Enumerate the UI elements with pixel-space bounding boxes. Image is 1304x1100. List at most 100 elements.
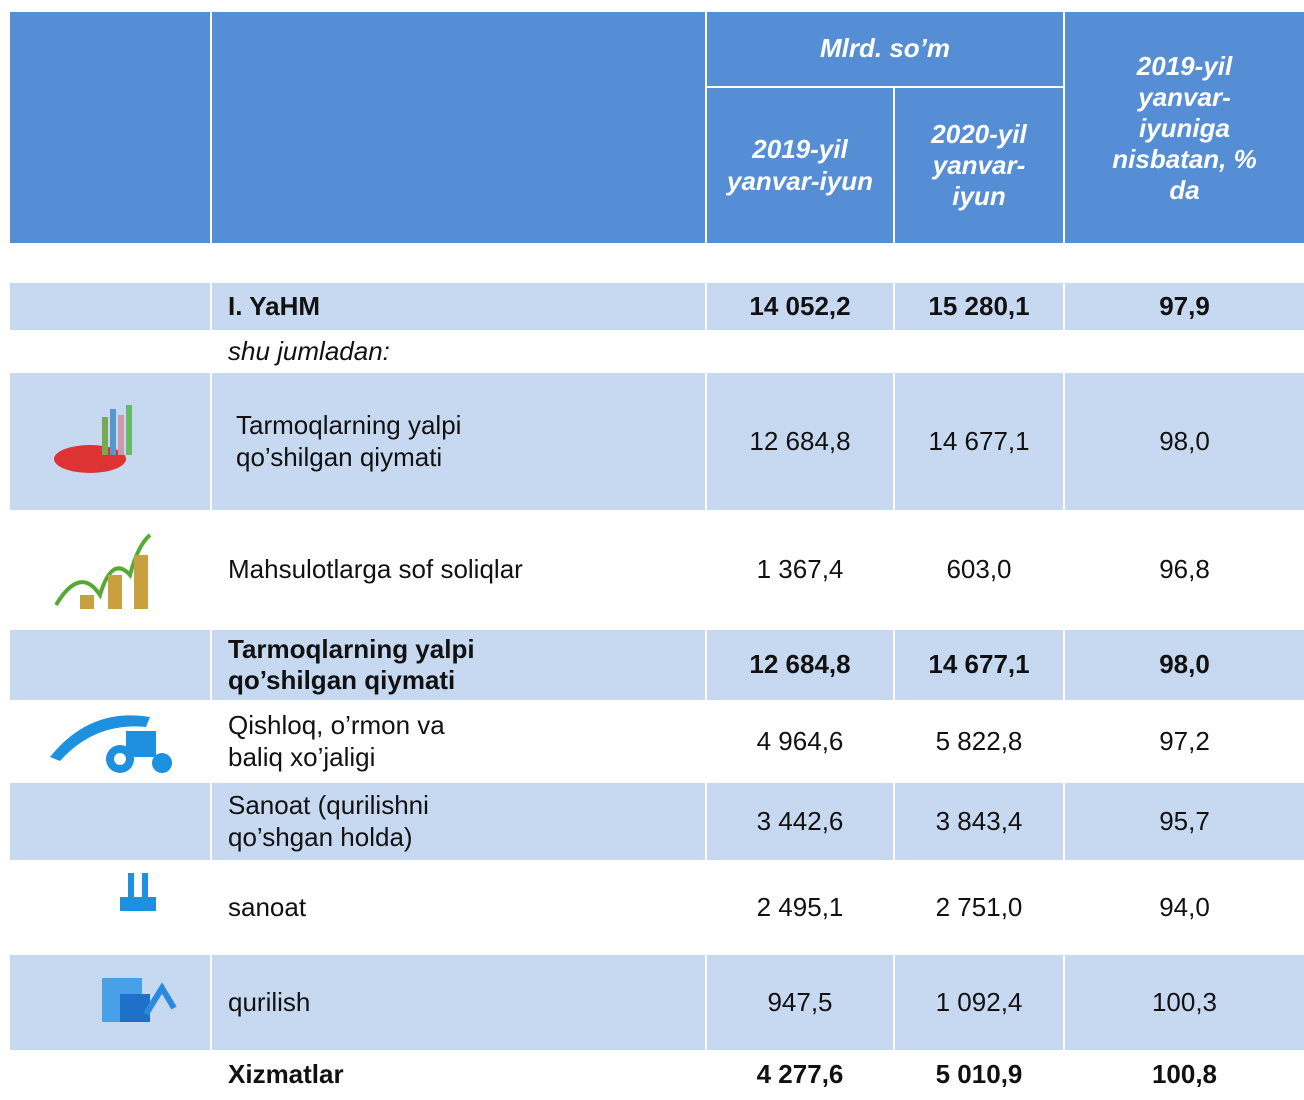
page: Mlrd. so’m 2019-yil yanvar-iyun 2020-yil…: [0, 0, 1304, 1088]
value-cell-text: 603,0: [946, 554, 1011, 585]
value-cell-text: 5 010,9: [936, 1059, 1023, 1090]
row-label-text: sanoat: [228, 892, 306, 923]
icon-cell: [10, 510, 210, 630]
row-label-text: I. YaHM: [228, 291, 320, 322]
icon-cell: [10, 860, 210, 955]
value-cell: 14 052,2: [707, 283, 893, 330]
value-cell-text: 14 677,1: [928, 649, 1029, 680]
value-cell: 3 843,4: [895, 783, 1063, 860]
icon: [50, 697, 180, 787]
value-cell: 5 010,9: [895, 1050, 1063, 1100]
value-cell: 96,8: [1065, 510, 1304, 630]
row-label: Tarmoqlarning yalpi qo’shilgan qiymati: [212, 373, 705, 510]
row-label-text: Tarmoqlarning yalpi qo’shilgan qiymati: [236, 410, 536, 472]
icon: [118, 415, 124, 455]
row-label: I. YaHM: [212, 283, 705, 330]
header-group: Mlrd. so’m: [707, 12, 1063, 86]
icon: [102, 417, 108, 455]
icon: [50, 958, 180, 1048]
value-cell-text: 96,8: [1159, 554, 1210, 585]
value-cell: 5 822,8: [895, 700, 1063, 783]
icon-cell: [10, 955, 210, 1050]
header-text: Mlrd. so’m: [820, 33, 950, 64]
value-cell: 12 684,8: [707, 373, 893, 510]
value-cell: 3 442,6: [707, 783, 893, 860]
icon: [50, 397, 180, 487]
value-cell-text: 14 677,1: [928, 426, 1029, 457]
header-col: 2019-yil yanvar-iyun: [707, 88, 893, 243]
value-cell-text: 98,0: [1159, 426, 1210, 457]
row-label: Sanoat (qurilishni qo’shgan holda): [212, 783, 705, 860]
row-label: shu jumladan:: [212, 330, 705, 373]
icon-cell: [10, 630, 210, 700]
value-cell: 947,5: [707, 955, 893, 1050]
icon: [146, 988, 174, 1014]
value-cell-text: 947,5: [767, 987, 832, 1018]
value-cell-text: 4 964,6: [757, 726, 844, 757]
value-cell: 15 280,1: [895, 283, 1063, 330]
value-cell: 95,7: [1065, 783, 1304, 860]
value-cell: 98,0: [1065, 630, 1304, 700]
icon: [50, 525, 180, 615]
value-cell: 4 964,6: [707, 700, 893, 783]
value-cell: 14 677,1: [895, 630, 1063, 700]
value-cell: 98,0: [1065, 373, 1304, 510]
value-cell-text: 3 843,4: [936, 806, 1023, 837]
value-cell-text: 12 684,8: [749, 649, 850, 680]
value-cell: 12 684,8: [707, 630, 893, 700]
value-cell: 1 367,4: [707, 510, 893, 630]
value-cell-text: 14 052,2: [749, 291, 850, 322]
value-cell-text: 100,8: [1152, 1059, 1217, 1090]
row-label-text: Sanoat (qurilishni qo’shgan holda): [228, 790, 488, 852]
row-label: Mahsulotlarga sof soliqlar: [212, 510, 705, 630]
value-cell: 94,0: [1065, 860, 1304, 955]
icon: [120, 897, 156, 911]
value-cell-text: 4 277,6: [757, 1059, 844, 1090]
icon-cell: [10, 783, 210, 860]
value-cell: 97,2: [1065, 700, 1304, 783]
icon: [80, 595, 94, 609]
row-label-text: Qishloq, o’rmon va baliq xo’jaligi: [228, 710, 488, 772]
value-cell: 603,0: [895, 510, 1063, 630]
row-label-text: Xizmatlar: [228, 1059, 344, 1090]
value-cell: 100,8: [1065, 1050, 1304, 1100]
header-col: 2020-yil yanvar-iyun: [895, 88, 1063, 243]
row-label-text: Tarmoqlarning yalpi qo’shilgan qiymati: [228, 634, 558, 696]
header-text: 2019-yil yanvar-iyuniga nisbatan, % da: [1095, 51, 1274, 207]
row-label-text: qurilish: [228, 987, 310, 1018]
icon-cell: [10, 700, 210, 783]
icon-cell: [10, 1050, 210, 1100]
value-cell: [707, 330, 893, 373]
value-cell-text: 100,3: [1152, 987, 1217, 1018]
value-cell-text: 1 092,4: [936, 987, 1023, 1018]
icon: [126, 731, 156, 757]
icon: [108, 575, 122, 609]
header-col: 2019-yil yanvar-iyuniga nisbatan, % da: [1065, 12, 1304, 243]
row-label: Qishloq, o’rmon va baliq xo’jaligi: [212, 700, 705, 783]
header-blank: [212, 12, 705, 243]
icon: [110, 409, 116, 455]
row-label: sanoat: [212, 860, 705, 955]
icon: [120, 994, 150, 1022]
value-cell-text: 94,0: [1159, 892, 1210, 923]
row-label: Tarmoqlarning yalpi qo’shilgan qiymati: [212, 630, 705, 700]
value-cell-text: 5 822,8: [936, 726, 1023, 757]
value-cell-text: 3 442,6: [757, 806, 844, 837]
value-cell: 2 495,1: [707, 860, 893, 955]
value-cell: 100,3: [1065, 955, 1304, 1050]
value-cell-text: 98,0: [1159, 649, 1210, 680]
value-cell: [895, 330, 1063, 373]
icon-cell: [10, 283, 210, 330]
value-cell-text: 97,2: [1159, 726, 1210, 757]
row-label: qurilish: [212, 955, 705, 1050]
value-cell: [1065, 330, 1304, 373]
value-cell-text: 2 751,0: [936, 892, 1023, 923]
icon: [128, 873, 134, 897]
value-cell-text: 1 367,4: [757, 554, 844, 585]
icon: [142, 873, 148, 897]
value-cell-text: 2 495,1: [757, 892, 844, 923]
value-cell: 2 751,0: [895, 860, 1063, 955]
icon: [134, 555, 148, 609]
icon-cell: [10, 330, 210, 373]
row-label-text: Mahsulotlarga sof soliqlar: [228, 554, 523, 585]
